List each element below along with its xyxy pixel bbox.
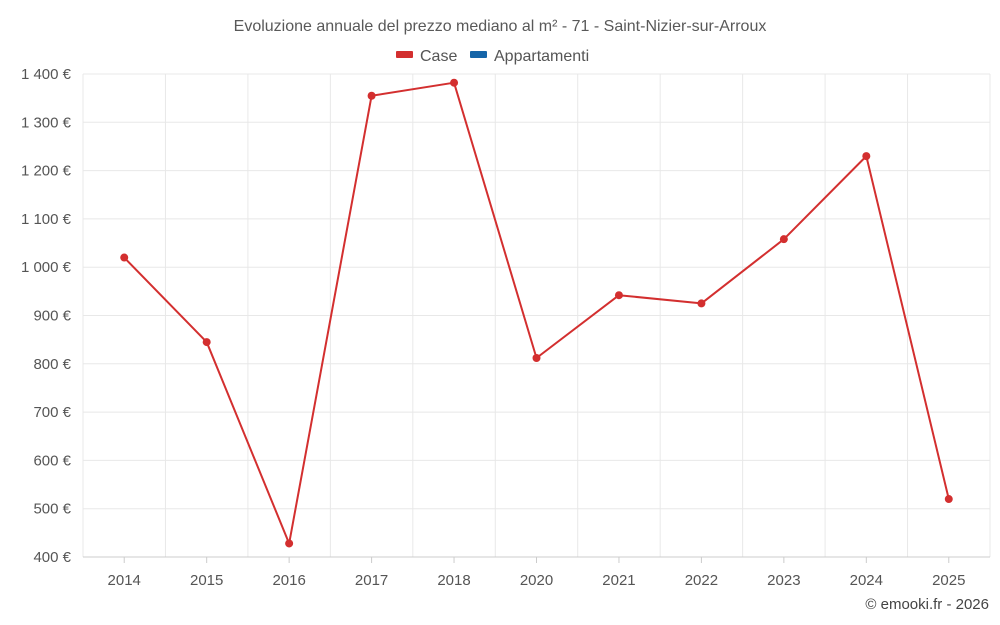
y-tick-label: 1 200 € xyxy=(21,163,72,180)
data-point-2020 xyxy=(532,354,541,363)
y-tick-label: 1 100 € xyxy=(21,211,72,228)
data-point-2023 xyxy=(779,235,788,244)
data-point-2021 xyxy=(614,291,623,300)
grid-lines xyxy=(82,73,991,558)
series-layer xyxy=(120,78,953,548)
legend-label-appartamenti: Appartamenti xyxy=(494,48,589,65)
x-tick-label: 2022 xyxy=(685,572,718,589)
x-tick-label: 2018 xyxy=(437,572,470,589)
y-tick-label: 1 400 € xyxy=(21,66,72,83)
y-tick-label: 700 € xyxy=(33,404,71,421)
x-tick-label: 2025 xyxy=(932,572,965,589)
x-tick-label: 2024 xyxy=(850,572,883,589)
data-point-2018 xyxy=(450,78,459,87)
y-tick-label: 800 € xyxy=(33,356,71,373)
data-point-2014 xyxy=(120,253,129,262)
data-point-2016 xyxy=(285,539,294,548)
x-tick-label: 2015 xyxy=(190,572,223,589)
x-tick-label: 2014 xyxy=(108,572,141,589)
legend-label-case: Case xyxy=(420,48,457,65)
x-axis: 2014 2015 2016 2017 2018 2020 2021 2022 2023 2024… xyxy=(83,556,990,589)
x-tick-label: 2023 xyxy=(767,572,800,589)
y-tick-label: 1 300 € xyxy=(21,114,72,131)
y-tick-label: 400 € xyxy=(33,549,71,566)
legend-swatch-appartamenti xyxy=(470,51,487,58)
legend-swatch-case xyxy=(396,51,413,58)
y-tick-label: 1 000 € xyxy=(21,259,72,276)
legend: Case Appartamenti xyxy=(396,48,589,65)
y-axis: 400 € 500 € 600 € 700 € 800 € 900 € 1 000 € 1 1… xyxy=(21,66,72,566)
data-point-2017 xyxy=(367,91,376,100)
data-point-2025 xyxy=(944,495,953,504)
x-tick-label: 2020 xyxy=(520,572,553,589)
y-tick-label: 600 € xyxy=(33,452,71,469)
data-point-2022 xyxy=(697,299,706,308)
x-tick-label: 2021 xyxy=(602,572,635,589)
data-point-2015 xyxy=(202,338,211,347)
data-point-2024 xyxy=(862,152,871,161)
chart-title: Evoluzione annuale del prezzo mediano al… xyxy=(234,18,767,35)
y-tick-label: 500 € xyxy=(33,501,71,518)
x-tick-label: 2016 xyxy=(272,572,305,589)
x-tick-label: 2017 xyxy=(355,572,388,589)
credit-text: © emooki.fr - 2026 xyxy=(865,596,989,613)
y-tick-label: 900 € xyxy=(33,308,71,325)
